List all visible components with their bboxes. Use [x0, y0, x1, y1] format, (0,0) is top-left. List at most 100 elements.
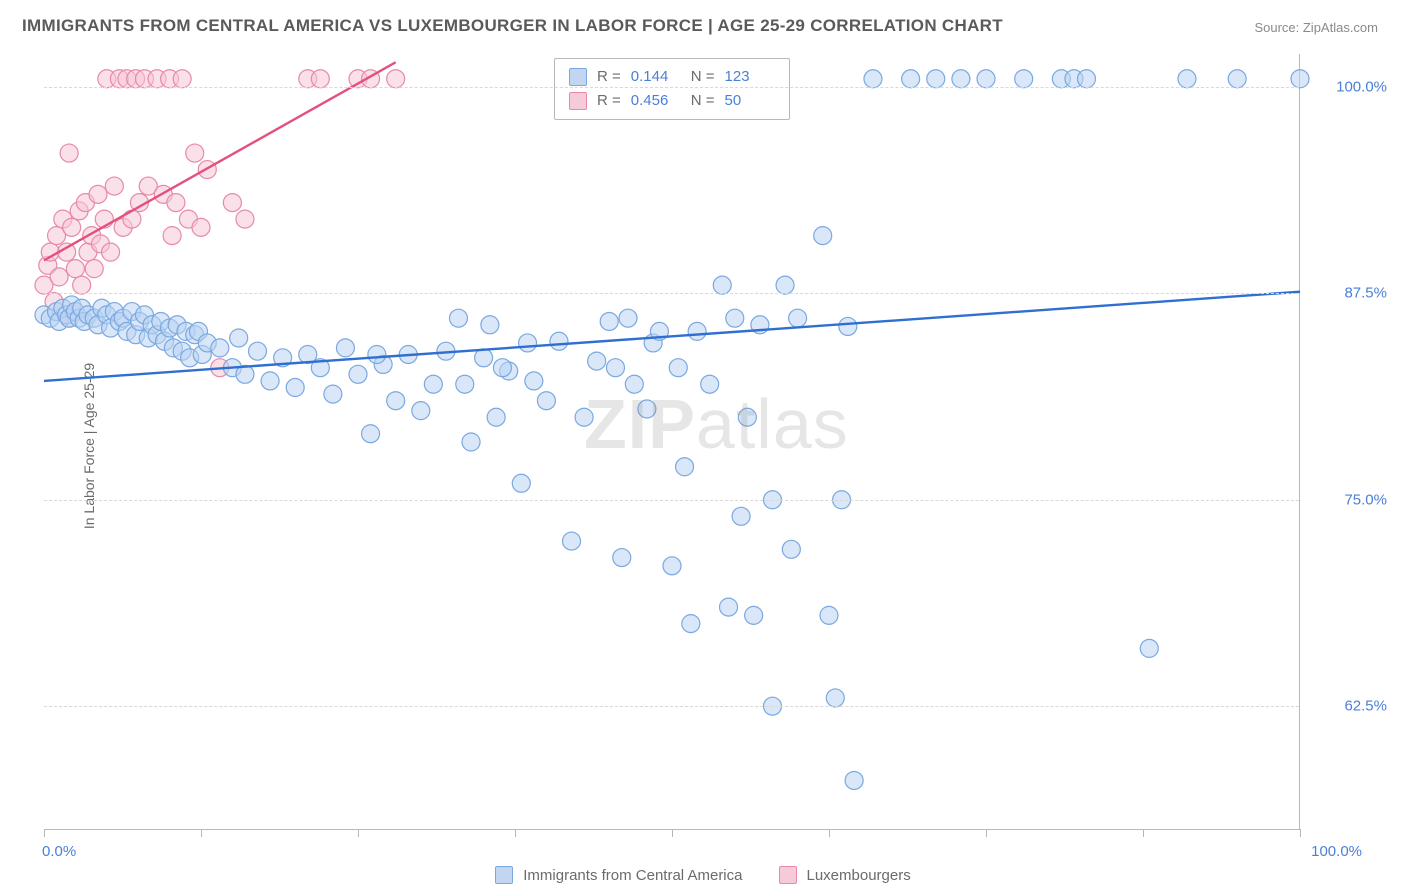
scatter-point	[286, 379, 304, 397]
n-label: N =	[691, 89, 715, 113]
scatter-point	[311, 70, 329, 88]
scatter-point	[493, 359, 511, 377]
scatter-point	[192, 218, 210, 236]
y-tick-label: 87.5%	[1307, 285, 1387, 302]
scatter-point	[89, 185, 107, 203]
x-axis-min-label: 0.0%	[42, 843, 76, 860]
scatter-point	[236, 210, 254, 228]
scatter-point	[977, 70, 995, 88]
x-tick	[672, 829, 673, 837]
plot-area: ZIPatlas R = 0.144 N = 123 R = 0.456 N =…	[44, 54, 1300, 830]
scatter-point	[261, 372, 279, 390]
gridline-h	[44, 500, 1299, 501]
swatch-blue-bottom	[495, 866, 513, 884]
scatter-point	[63, 218, 81, 236]
legend-row-pink: R = 0.456 N = 50	[569, 89, 775, 113]
scatter-point	[368, 345, 386, 363]
n-value-blue: 123	[725, 65, 775, 89]
scatter-point	[789, 309, 807, 327]
scatter-point	[902, 70, 920, 88]
scatter-point	[230, 329, 248, 347]
scatter-point	[73, 276, 91, 294]
source-attribution: Source: ZipAtlas.com	[1254, 20, 1378, 35]
scatter-point	[60, 144, 78, 162]
scatter-point	[519, 334, 537, 352]
scatter-point	[105, 177, 123, 195]
scatter-point	[424, 375, 442, 393]
scatter-point	[588, 352, 606, 370]
scatter-point	[669, 359, 687, 377]
scatter-point	[663, 557, 681, 575]
correlation-legend: R = 0.144 N = 123 R = 0.456 N = 50	[554, 58, 790, 120]
r-label: R =	[597, 89, 621, 113]
scatter-point	[123, 210, 141, 228]
scatter-point	[720, 598, 738, 616]
scatter-point	[462, 433, 480, 451]
scatter-point	[613, 549, 631, 567]
scatter-point	[575, 408, 593, 426]
gridline-h	[44, 87, 1299, 88]
x-tick	[1300, 829, 1301, 837]
x-axis-max-label: 100.0%	[1311, 843, 1362, 860]
scatter-point	[952, 70, 970, 88]
source-prefix: Source:	[1254, 20, 1302, 35]
scatter-point	[550, 332, 568, 350]
x-tick	[986, 829, 987, 837]
scatter-point	[412, 402, 430, 420]
scatter-point	[85, 260, 103, 278]
scatter-point	[701, 375, 719, 393]
scatter-point	[782, 540, 800, 558]
source-link[interactable]: ZipAtlas.com	[1303, 20, 1378, 35]
scatter-point	[726, 309, 744, 327]
scatter-point	[349, 365, 367, 383]
scatter-point	[738, 408, 756, 426]
scatter-point	[1077, 70, 1095, 88]
scatter-point	[826, 689, 844, 707]
scatter-point	[362, 425, 380, 443]
scatter-point	[481, 316, 499, 334]
scatter-point	[625, 375, 643, 393]
swatch-pink-bottom	[779, 866, 797, 884]
x-tick	[515, 829, 516, 837]
x-tick	[829, 829, 830, 837]
scatter-point	[619, 309, 637, 327]
scatter-point	[211, 339, 229, 357]
scatter-point	[167, 194, 185, 212]
scatter-point	[713, 276, 731, 294]
legend-label-pink: Luxembourgers	[807, 867, 911, 884]
scatter-point	[814, 227, 832, 245]
series-legend: Immigrants from Central America Luxembou…	[0, 866, 1406, 884]
legend-item-pink: Luxembourgers	[779, 866, 911, 884]
scatter-point	[456, 375, 474, 393]
y-tick-label: 100.0%	[1307, 79, 1387, 96]
trend-line	[44, 62, 396, 260]
y-tick-label: 62.5%	[1307, 698, 1387, 715]
scatter-point	[745, 606, 763, 624]
scatter-point	[688, 322, 706, 340]
scatter-point	[324, 385, 342, 403]
chart-title: IMMIGRANTS FROM CENTRAL AMERICA VS LUXEM…	[22, 16, 1003, 36]
scatter-point	[102, 243, 120, 261]
scatter-point	[336, 339, 354, 357]
scatter-point	[638, 400, 656, 418]
scatter-point	[563, 532, 581, 550]
scatter-point	[1228, 70, 1246, 88]
legend-item-blue: Immigrants from Central America	[495, 866, 742, 884]
scatter-point	[732, 507, 750, 525]
scatter-point	[525, 372, 543, 390]
scatter-point	[606, 359, 624, 377]
scatter-point	[1178, 70, 1196, 88]
scatter-point	[223, 194, 241, 212]
scatter-point	[173, 70, 191, 88]
y-tick-label: 75.0%	[1307, 491, 1387, 508]
r-value-blue: 0.144	[631, 65, 681, 89]
scatter-point	[845, 771, 863, 789]
scatter-point	[1140, 639, 1158, 657]
scatter-point	[512, 474, 530, 492]
scatter-point	[839, 317, 857, 335]
scatter-point	[1015, 70, 1033, 88]
swatch-blue	[569, 68, 587, 86]
scatter-point	[820, 606, 838, 624]
x-tick	[44, 829, 45, 837]
r-label: R =	[597, 65, 621, 89]
